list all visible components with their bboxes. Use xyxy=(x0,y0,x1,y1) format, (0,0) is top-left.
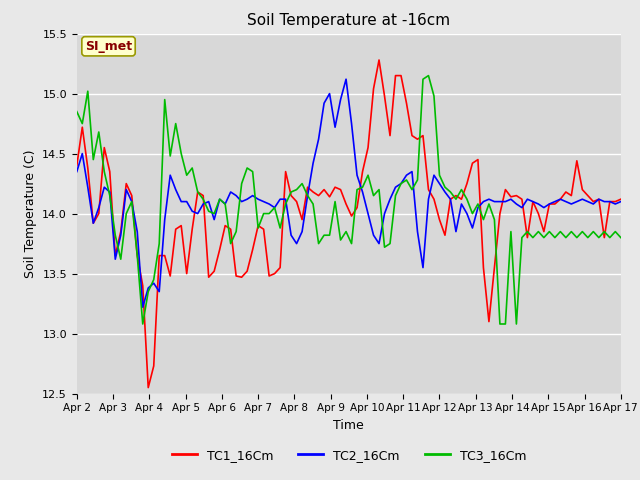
Y-axis label: Soil Temperature (C): Soil Temperature (C) xyxy=(24,149,36,278)
Legend: TC1_16Cm, TC2_16Cm, TC3_16Cm: TC1_16Cm, TC2_16Cm, TC3_16Cm xyxy=(166,444,531,467)
Text: SI_met: SI_met xyxy=(85,40,132,53)
Title: Soil Temperature at -16cm: Soil Temperature at -16cm xyxy=(247,13,451,28)
X-axis label: Time: Time xyxy=(333,419,364,432)
